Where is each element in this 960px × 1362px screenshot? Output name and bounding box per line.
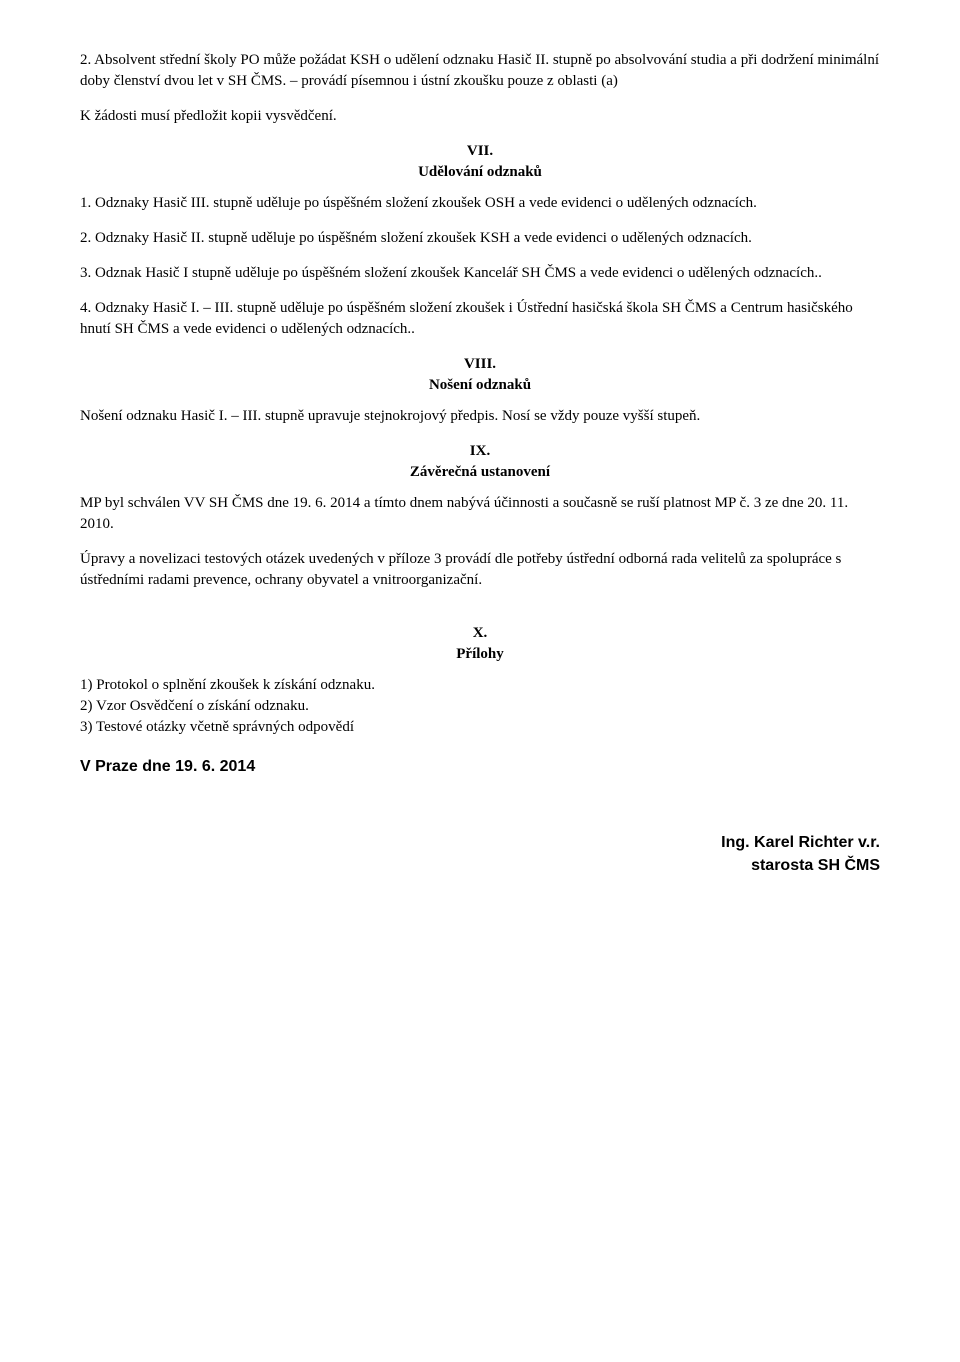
section-8-title: Nošení odznaků	[80, 375, 880, 396]
section-7-item-1: 1. Odznaky Hasič III. stupně uděluje po …	[80, 193, 880, 214]
section-7-item-3-text: 3. Odznak Hasič I stupně uděluje po úspě…	[80, 265, 822, 281]
section-9-paragraph-2: Úpravy a novelizaci testových otázek uve…	[80, 549, 880, 591]
section-7-item-4-text: 4. Odznaky Hasič I. – III. stupně uděluj…	[80, 300, 853, 337]
paragraph-2-text: K žádosti musí předložit kopii vysvědčen…	[80, 108, 337, 124]
section-9-paragraph-1: MP byl schválen VV SH ČMS dne 19. 6. 201…	[80, 493, 880, 535]
signature-name: Ing. Karel Richter v.r.	[80, 832, 880, 854]
paragraph-1-text: 2. Absolvent střední školy PO může požád…	[80, 52, 879, 89]
section-8-paragraph-1-text: Nošení odznaku Hasič I. – III. stupně up…	[80, 408, 700, 424]
section-7-item-1-text: 1. Odznaky Hasič III. stupně uděluje po …	[80, 195, 757, 211]
section-7-item-4: 4. Odznaky Hasič I. – III. stupně uděluj…	[80, 298, 880, 340]
signature-title: starosta SH ČMS	[80, 855, 880, 877]
section-7-item-2: 2. Odznaky Hasič II. stupně uděluje po ú…	[80, 228, 880, 249]
section-10-number: X.	[80, 623, 880, 644]
section-10-item-1: 1) Protokol o splnění zkoušek k získání …	[80, 675, 880, 696]
section-9-title: Závěrečná ustanovení	[80, 462, 880, 483]
section-9-number: IX.	[80, 441, 880, 462]
section-9-paragraph-2-text: Úpravy a novelizaci testových otázek uve…	[80, 551, 841, 588]
section-9-paragraph-1-text: MP byl schválen VV SH ČMS dne 19. 6. 201…	[80, 495, 848, 532]
date-location: V Praze dne 19. 6. 2014	[80, 756, 880, 778]
section-10-item-2: 2) Vzor Osvědčení o získání odznaku.	[80, 696, 880, 717]
section-10-item-2-text: 2) Vzor Osvědčení o získání odznaku.	[80, 698, 309, 714]
section-8-paragraph-1: Nošení odznaku Hasič I. – III. stupně up…	[80, 406, 880, 427]
section-7-title: Udělování odznaků	[80, 162, 880, 183]
section-7-item-3: 3. Odznak Hasič I stupně uděluje po úspě…	[80, 263, 880, 284]
section-10-item-1-text: 1) Protokol o splnění zkoušek k získání …	[80, 677, 375, 693]
section-10-title: Přílohy	[80, 644, 880, 665]
paragraph-1: 2. Absolvent střední školy PO může požád…	[80, 50, 880, 92]
section-10-item-3: 3) Testové otázky včetně správných odpov…	[80, 717, 880, 738]
section-7-number: VII.	[80, 141, 880, 162]
section-8-number: VIII.	[80, 354, 880, 375]
section-7-item-2-text: 2. Odznaky Hasič II. stupně uděluje po ú…	[80, 230, 752, 246]
paragraph-2: K žádosti musí předložit kopii vysvědčen…	[80, 106, 880, 127]
section-10-item-3-text: 3) Testové otázky včetně správných odpov…	[80, 719, 354, 735]
